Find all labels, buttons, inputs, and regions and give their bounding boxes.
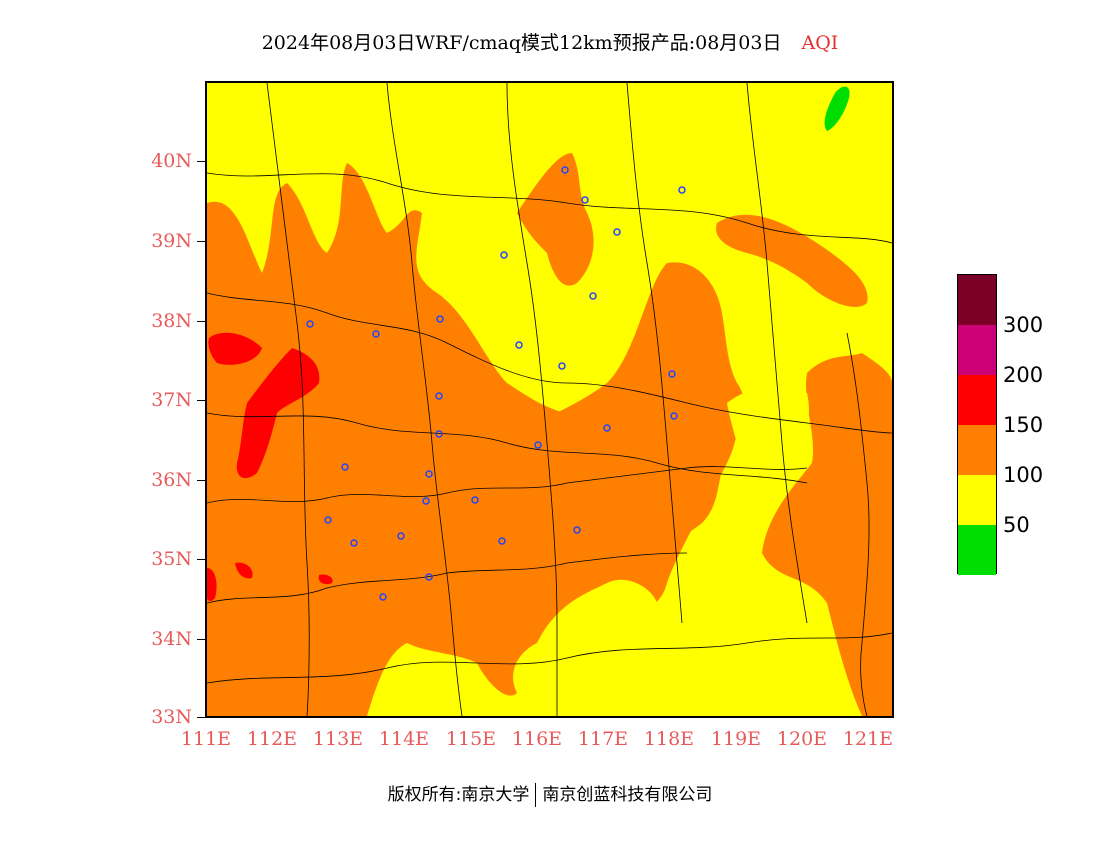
aqi-zone-yellow-south — [525, 579, 660, 716]
city-marker — [471, 496, 479, 504]
aqi-zone-red-2 — [236, 348, 320, 479]
legend-label-300: 300 — [1003, 313, 1044, 337]
city-marker — [435, 392, 443, 400]
city-marker — [534, 441, 542, 449]
lon-label-114: 114E — [378, 728, 430, 750]
tick — [197, 480, 205, 481]
aqi-legend — [957, 274, 997, 575]
city-marker — [498, 537, 506, 545]
lat-label-33: 33N — [151, 706, 192, 728]
city-marker — [603, 424, 611, 432]
map-title: 2024年08月03日WRF/cmaq模式12km预报产品:08月03日 AQI — [0, 28, 1100, 55]
city-marker — [324, 516, 332, 524]
city-marker — [561, 166, 569, 174]
copyright-footer: 版权所有:南京大学 南京创蓝科技有限公司 — [0, 780, 1100, 807]
tick — [197, 241, 205, 242]
lat-label-39: 39N — [151, 230, 192, 252]
footer-separator — [535, 783, 537, 807]
lon-label-120: 120E — [776, 728, 828, 750]
legend-swatch-2 — [958, 375, 996, 425]
legend-label-100: 100 — [1003, 463, 1044, 487]
legend-label-200: 200 — [1003, 363, 1044, 387]
city-marker — [341, 463, 349, 471]
lon-label-115: 115E — [445, 728, 497, 750]
city-marker — [397, 532, 405, 540]
city-marker — [435, 430, 443, 438]
lat-label-37: 37N — [151, 389, 192, 411]
city-markers — [306, 166, 686, 601]
city-marker — [425, 573, 433, 581]
tick — [197, 639, 205, 640]
city-marker — [436, 315, 444, 323]
tick — [197, 161, 205, 162]
legend-swatch-4 — [958, 475, 996, 525]
city-marker — [350, 539, 358, 547]
aqi-zone-red-3 — [207, 568, 217, 602]
city-marker — [678, 186, 686, 194]
city-marker — [589, 292, 597, 300]
city-marker — [668, 370, 676, 378]
city-marker — [515, 341, 523, 349]
city-marker — [613, 228, 621, 236]
tick — [197, 400, 205, 401]
city-marker — [422, 497, 430, 505]
city-marker — [372, 330, 380, 338]
lon-label-121: 121E — [842, 728, 894, 750]
lon-label-111: 111E — [180, 728, 232, 750]
product-label: AQI — [801, 32, 839, 54]
city-marker — [670, 412, 678, 420]
tick — [197, 321, 205, 322]
aqi-map — [205, 81, 894, 718]
aqi-zone-orange-east — [762, 353, 892, 716]
aqi-zone-red-1 — [208, 332, 262, 365]
lon-label-119: 119E — [710, 728, 762, 750]
lon-label-116: 116E — [511, 728, 563, 750]
city-marker — [500, 251, 508, 259]
legend-swatch-3 — [958, 425, 996, 475]
lon-label-112: 112E — [246, 728, 298, 750]
aqi-zone-red-4 — [318, 574, 333, 585]
lon-label-118: 118E — [643, 728, 695, 750]
legend-label-150: 150 — [1003, 413, 1044, 437]
aqi-map-canvas — [207, 83, 892, 716]
city-marker — [306, 320, 314, 328]
legend-swatch-5 — [958, 525, 996, 575]
lat-label-34: 34N — [151, 628, 192, 650]
aqi-zone-green — [824, 86, 850, 131]
tick — [197, 717, 205, 718]
city-marker — [581, 196, 589, 204]
lat-label-36: 36N — [151, 469, 192, 491]
city-marker — [379, 593, 387, 601]
lon-label-117: 117E — [577, 728, 629, 750]
city-marker — [425, 470, 433, 478]
legend-swatch-1 — [958, 325, 996, 375]
lat-label-40: 40N — [151, 150, 192, 172]
aqi-zone-orange-north — [517, 153, 594, 286]
copyright-company: 南京创蓝科技有限公司 — [542, 785, 713, 805]
aqi-zone-orange-west — [207, 163, 738, 716]
lon-label-113: 113E — [312, 728, 364, 750]
aqi-zone-orange-northeast — [716, 214, 868, 307]
lat-label-35: 35N — [151, 548, 192, 570]
tick — [197, 559, 205, 560]
title-text: 2024年08月03日WRF/cmaq模式12km预报产品:08月03日 — [261, 32, 782, 54]
lat-label-38: 38N — [151, 310, 192, 332]
boundary-lines — [207, 83, 892, 716]
aqi-zone-red-5 — [235, 562, 253, 579]
copyright-owner: 版权所有:南京大学 — [387, 785, 530, 805]
aqi-zone-orange-central — [497, 262, 745, 563]
city-marker — [558, 362, 566, 370]
legend-label-50: 50 — [1003, 513, 1030, 537]
city-marker — [573, 526, 581, 534]
aqi-zone-yellow-east — [722, 386, 809, 556]
legend-swatch-0 — [958, 275, 996, 325]
